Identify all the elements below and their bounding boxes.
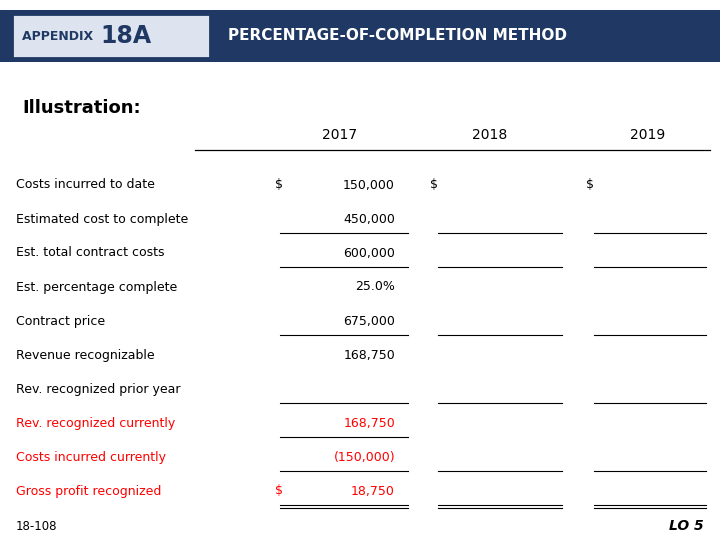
Text: Costs incurred to date: Costs incurred to date [16, 179, 155, 192]
Text: Gross profit recognized: Gross profit recognized [16, 484, 161, 497]
Text: 2019: 2019 [631, 128, 665, 142]
Text: 168,750: 168,750 [343, 416, 395, 429]
Text: $: $ [275, 179, 283, 192]
Text: Est. total contract costs: Est. total contract costs [16, 246, 164, 260]
Text: Est. percentage complete: Est. percentage complete [16, 280, 177, 294]
Text: 2018: 2018 [472, 128, 508, 142]
Text: 18,750: 18,750 [351, 484, 395, 497]
Text: 168,750: 168,750 [343, 348, 395, 361]
Text: 675,000: 675,000 [343, 314, 395, 327]
Text: Rev. recognized currently: Rev. recognized currently [16, 416, 175, 429]
Text: $: $ [275, 484, 283, 497]
Text: Costs incurred currently: Costs incurred currently [16, 450, 166, 463]
Text: Contract price: Contract price [16, 314, 105, 327]
Text: Estimated cost to complete: Estimated cost to complete [16, 213, 188, 226]
Text: APPENDIX: APPENDIX [22, 30, 97, 43]
Text: (150,000): (150,000) [333, 450, 395, 463]
Text: 2017: 2017 [323, 128, 358, 142]
Text: 25.0%: 25.0% [355, 280, 395, 294]
Text: Illustration:: Illustration: [22, 99, 140, 117]
Text: Rev. recognized prior year: Rev. recognized prior year [16, 382, 181, 395]
Text: 18A: 18A [100, 24, 151, 48]
Text: LO 5: LO 5 [670, 519, 704, 533]
Text: $: $ [430, 179, 438, 192]
Text: 450,000: 450,000 [343, 213, 395, 226]
Text: Revenue recognizable: Revenue recognizable [16, 348, 155, 361]
Text: 18-108: 18-108 [16, 519, 58, 532]
Text: 600,000: 600,000 [343, 246, 395, 260]
Text: $: $ [586, 179, 594, 192]
Text: PERCENTAGE-OF-COMPLETION METHOD: PERCENTAGE-OF-COMPLETION METHOD [228, 29, 567, 44]
Text: 150,000: 150,000 [343, 179, 395, 192]
